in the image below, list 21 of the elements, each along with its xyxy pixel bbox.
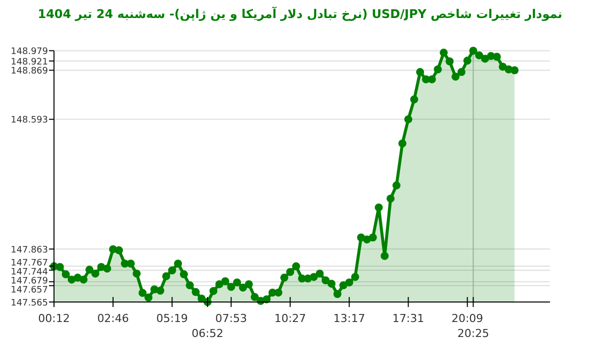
y-tick-label: 147.744 (10, 268, 48, 278)
x-tick-label: 00:12 (38, 312, 70, 325)
y-tick-label: 148.921 (10, 57, 48, 68)
y-tick-label: 147.565 (10, 298, 48, 308)
x-tick-label: 05:19 (156, 312, 188, 325)
y-tick-label: 147.863 (10, 245, 48, 256)
x-tick-label: 07:53 (215, 312, 247, 325)
y-tick-label: 148.593 (10, 116, 48, 126)
chart-title: نمودار تغییرات شاخص USD/JPY (نرخ تبادل دلار آمریکا و ین ژاپن)- سه‌شنبه 24 تیر 1404 (38, 6, 562, 21)
y-tick-label: 147.767 (10, 258, 48, 269)
y-tick-label: 148.869 (10, 66, 48, 77)
x-tick-label: 13:17 (333, 312, 366, 325)
x-tick-label: 20:09 (451, 312, 484, 325)
x-tick-label: 10:27 (274, 312, 306, 325)
x-tick-label: 17:31 (392, 312, 424, 325)
x-tick-label: 02:46 (97, 312, 129, 325)
y-tick-label: 147.657 (10, 286, 48, 296)
y-tick-label: 147.679 (10, 276, 48, 287)
x-tick-label: 20:25 (457, 327, 490, 340)
x-tick-label: 06:52 (192, 327, 224, 340)
y-tick-label: 148.979 (10, 47, 48, 57)
